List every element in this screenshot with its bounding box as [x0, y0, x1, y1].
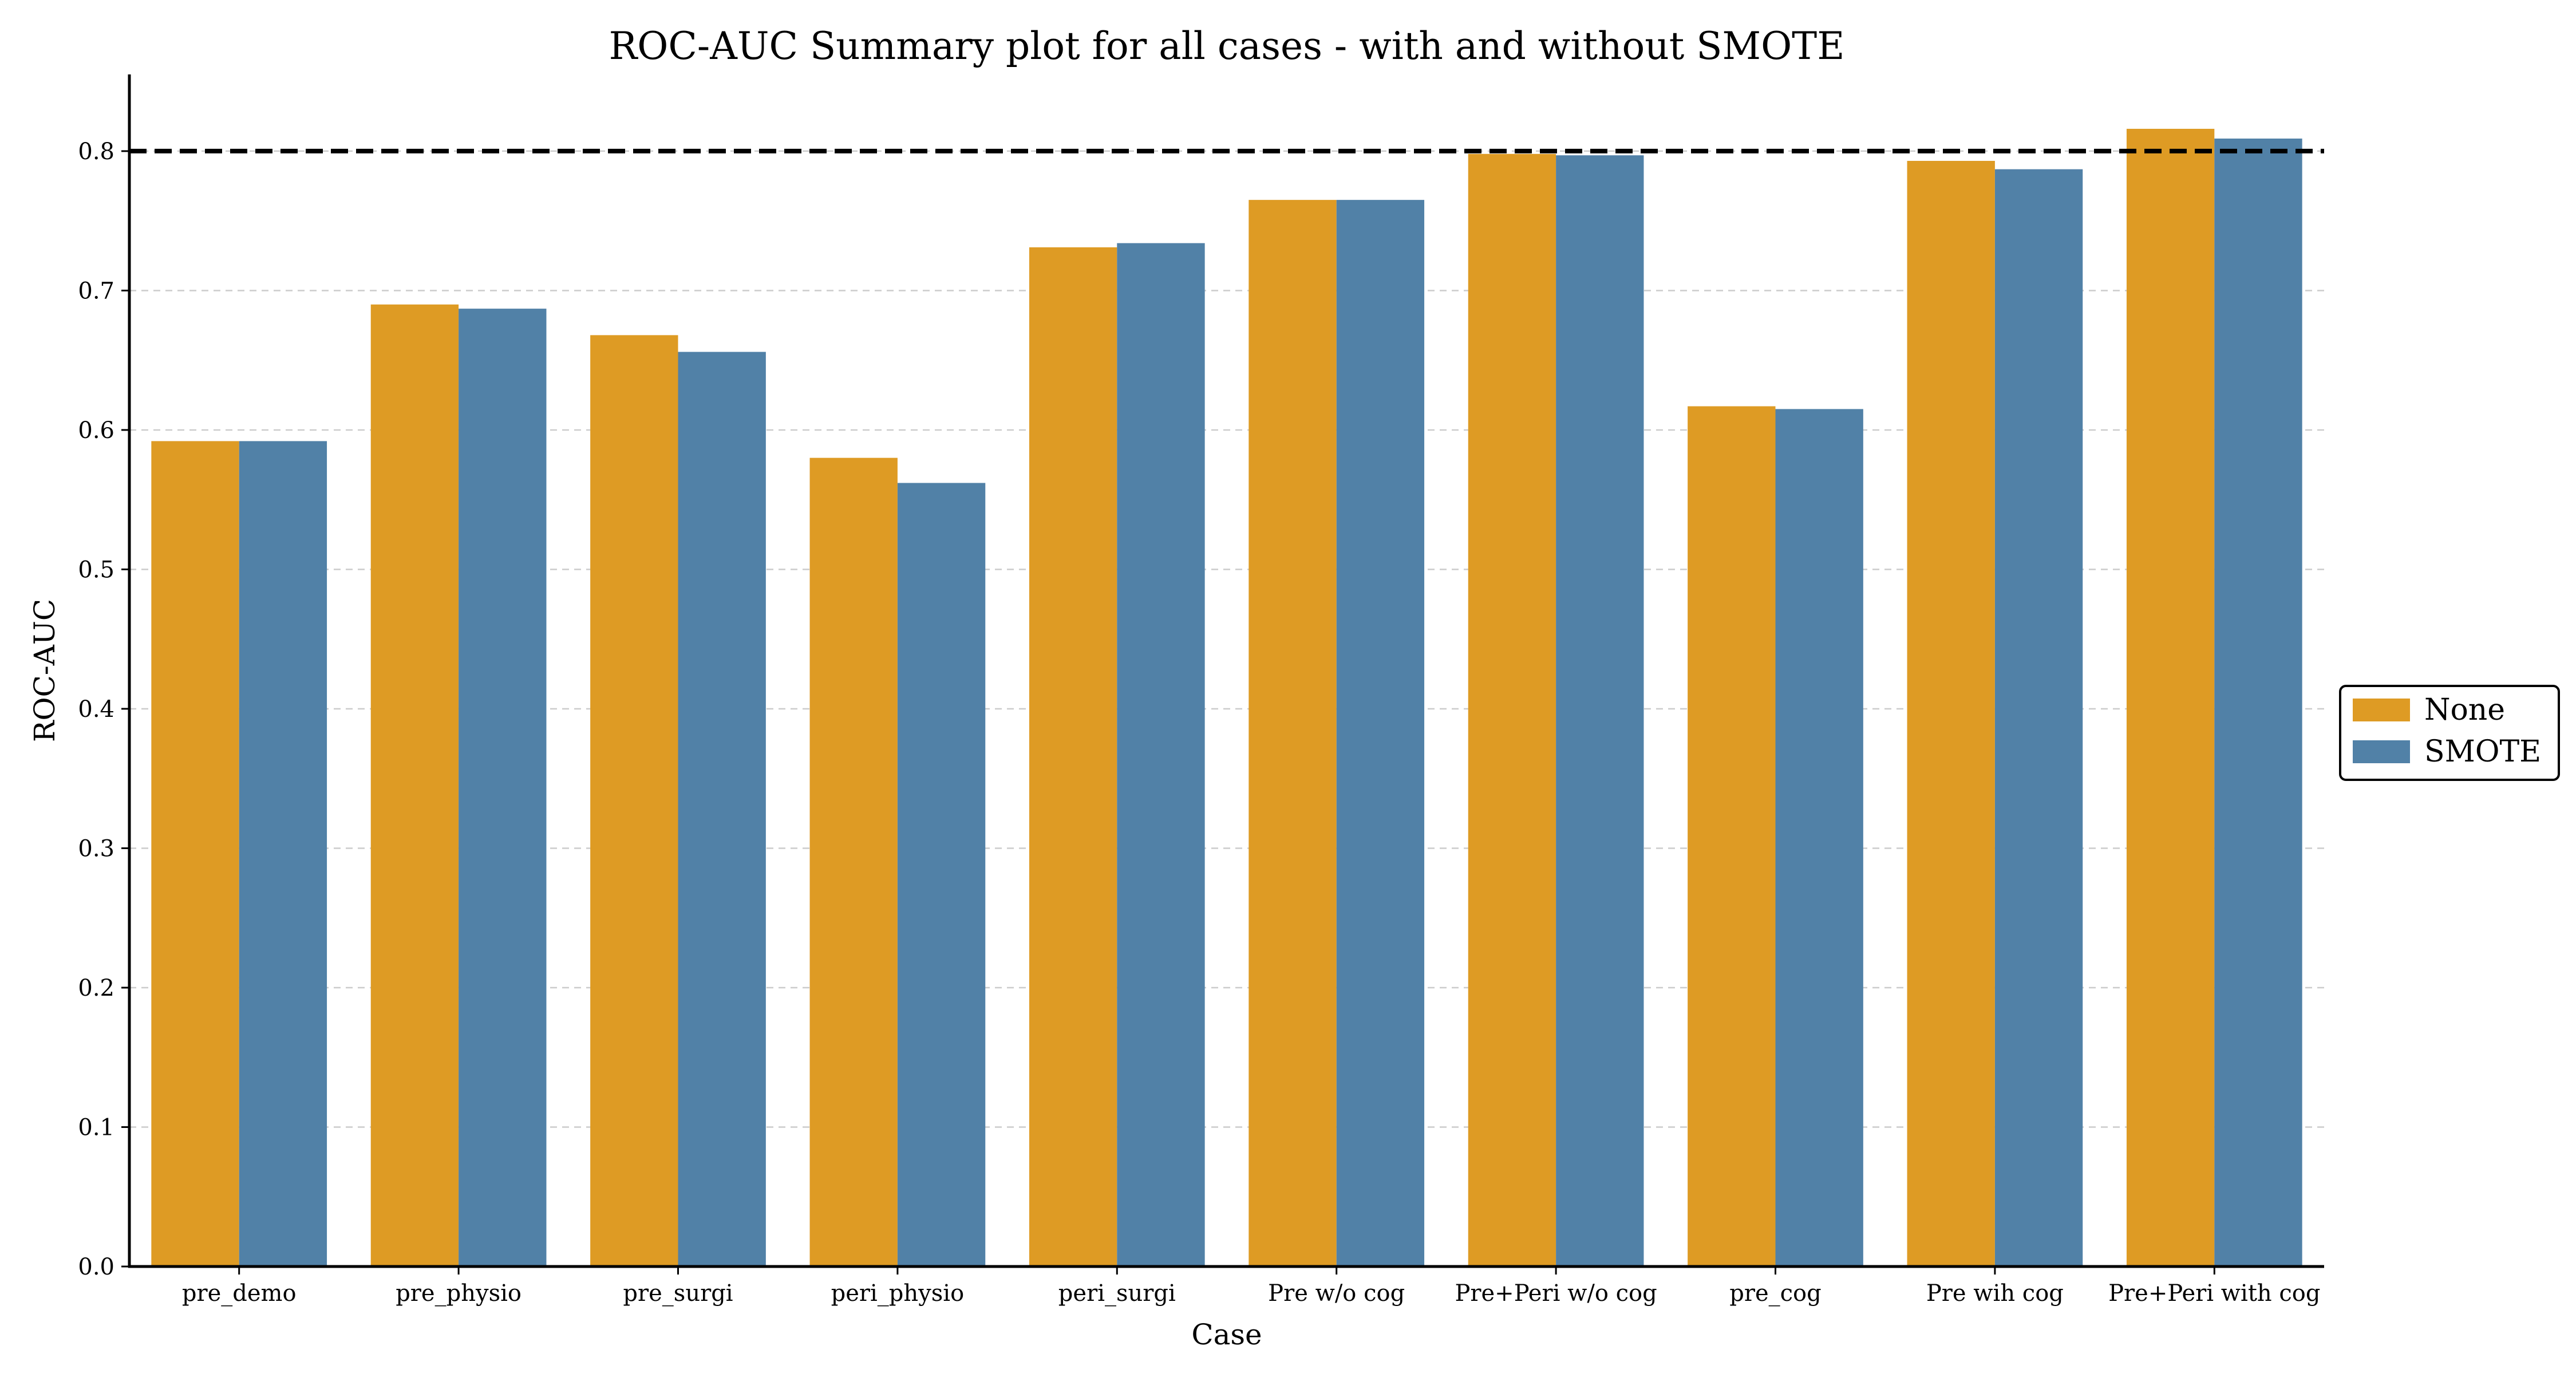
bar-none-pre-cog [1688, 406, 1776, 1266]
bar-none-pre-peri-w-o-cog [1468, 153, 1556, 1266]
y-tick-label: 0.5 [78, 557, 114, 583]
bars [151, 128, 2302, 1267]
legend-swatch-smote [2353, 740, 2410, 763]
y-tick-label: 0.4 [78, 696, 114, 723]
legend-swatch-none [2353, 699, 2410, 721]
bar-smote-pre-demo [239, 441, 327, 1266]
bar-smote-peri-physio [897, 483, 986, 1266]
x-tick-label: Pre+Peri with cog [2108, 1280, 2320, 1307]
bar-smote-pre-peri-w-o-cog [1556, 155, 1644, 1266]
legend: None SMOTE [2339, 685, 2560, 781]
bar-smote-pre-cog [1775, 409, 1863, 1266]
x-tick-label: pre_surgi [623, 1280, 733, 1307]
bar-none-pre-wih-cog [1907, 160, 1995, 1266]
y-tick-label: 0.3 [78, 835, 114, 862]
bar-none-pre-peri-with-cog [2126, 128, 2215, 1267]
x-tick-label: Pre wih cog [1926, 1280, 2064, 1307]
axes [128, 74, 2324, 1268]
y-axis-label: ROC-AUC [28, 599, 61, 742]
bar-none-peri-physio [809, 457, 898, 1266]
legend-label-none: None [2424, 693, 2505, 727]
x-tick-label: Pre w/o cog [1268, 1280, 1405, 1307]
bar-none-pre-w-o-cog [1249, 200, 1337, 1266]
bar-none-peri-surgi [1029, 247, 1117, 1266]
y-tick-label: 0.1 [78, 1114, 114, 1141]
y-tick-label: 0.8 [78, 139, 114, 165]
bar-smote-pre-wih-cog [1994, 169, 2083, 1267]
x-tick-label: pre_demo [182, 1280, 297, 1307]
x-tick-label: peri_physio [831, 1280, 965, 1307]
x-axis-ticks: pre_demo pre_physio pre_surgi peri_physio pe… [182, 1266, 2320, 1307]
x-tick-label: pre_physio [396, 1280, 521, 1307]
bar-smote-pre-peri-with-cog [2214, 139, 2302, 1266]
bar-smote-peri-surgi [1117, 243, 1205, 1266]
bar-none-pre-physio [370, 304, 459, 1266]
bar-smote-pre-surgi [678, 352, 766, 1266]
legend-label-smote: SMOTE [2424, 735, 2541, 769]
chart-title: ROC-AUC Summary plot for all cases - wit… [609, 24, 1845, 68]
bar-none-pre-demo [151, 441, 239, 1266]
x-tick-label: Pre+Peri w/o cog [1455, 1280, 1657, 1307]
y-tick-label: 0.0 [78, 1254, 114, 1280]
bar-smote-pre-w-o-cog [1336, 200, 1425, 1266]
x-tick-label: pre_cog [1729, 1280, 1822, 1307]
y-tick-label: 0.7 [78, 278, 114, 304]
y-axis-ticks: 0.0 0.1 0.2 0.3 0.4 0.5 0.6 0.7 0.8 [78, 139, 129, 1280]
y-tick-label: 0.2 [78, 975, 114, 1001]
bar-smote-pre-physio [459, 309, 547, 1266]
bar-none-pre-surgi [590, 335, 678, 1267]
x-axis-label: Case [1191, 1318, 1262, 1351]
x-tick-label: peri_surgi [1058, 1280, 1176, 1307]
y-tick-label: 0.6 [78, 417, 114, 444]
